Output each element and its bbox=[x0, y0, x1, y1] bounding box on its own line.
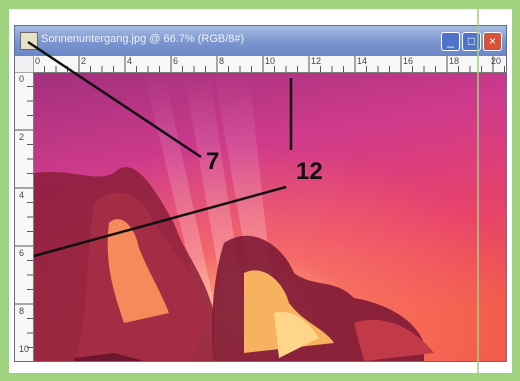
ruler-corner[interactable] bbox=[15, 56, 34, 73]
ruler-tick-label: 14 bbox=[357, 56, 368, 66]
ruler-tick-label: 6 bbox=[173, 56, 179, 66]
document-icon bbox=[20, 32, 38, 50]
vertical-ruler-ticks bbox=[15, 72, 33, 348]
ruler-tick-label: 0 bbox=[19, 74, 25, 84]
ruler-tick-label: 8 bbox=[19, 306, 25, 316]
maximize-button[interactable]: □ bbox=[462, 32, 481, 51]
ruler-tick-label: 6 bbox=[19, 248, 25, 258]
sunset-image bbox=[34, 73, 506, 361]
ruler-tick-label: 20 bbox=[491, 56, 502, 66]
ruler-tick-label: 2 bbox=[19, 132, 25, 142]
ruler-tick-label: 4 bbox=[19, 190, 25, 200]
title-bar[interactable]: Sonnenuntergang.jpg @ 66.7% (RGB/8#) _ □… bbox=[15, 26, 506, 56]
ruler-tick-label: 12 bbox=[311, 56, 322, 66]
horizontal-ruler[interactable]: 0 2 4 6 8 10 12 14 16 18 20 bbox=[33, 56, 506, 73]
annotation-label-7: 7 bbox=[206, 148, 220, 175]
annotation-label-12: 12 bbox=[296, 158, 323, 185]
ruler-tick-label: 4 bbox=[127, 56, 133, 66]
image-document-window[interactable]: Sonnenuntergang.jpg @ 66.7% (RGB/8#) _ □… bbox=[14, 25, 507, 362]
vertical-ruler[interactable]: 0 2 4 6 8 10 bbox=[15, 72, 34, 361]
minimize-button[interactable]: _ bbox=[441, 32, 460, 51]
image-canvas[interactable] bbox=[34, 73, 506, 361]
window-title: Sonnenuntergang.jpg @ 66.7% (RGB/8#) bbox=[41, 33, 245, 45]
ruler-tick-label: 18 bbox=[449, 56, 460, 66]
close-button[interactable]: × bbox=[483, 32, 502, 51]
ruler-tick-label: 2 bbox=[81, 56, 87, 66]
ruler-tick-label: 16 bbox=[403, 56, 414, 66]
ruler-tick-label: 10 bbox=[19, 344, 30, 354]
ruler-tick-label: 8 bbox=[219, 56, 225, 66]
ruler-tick-label: 10 bbox=[265, 56, 276, 66]
ruler-tick-label: 0 bbox=[35, 56, 41, 66]
